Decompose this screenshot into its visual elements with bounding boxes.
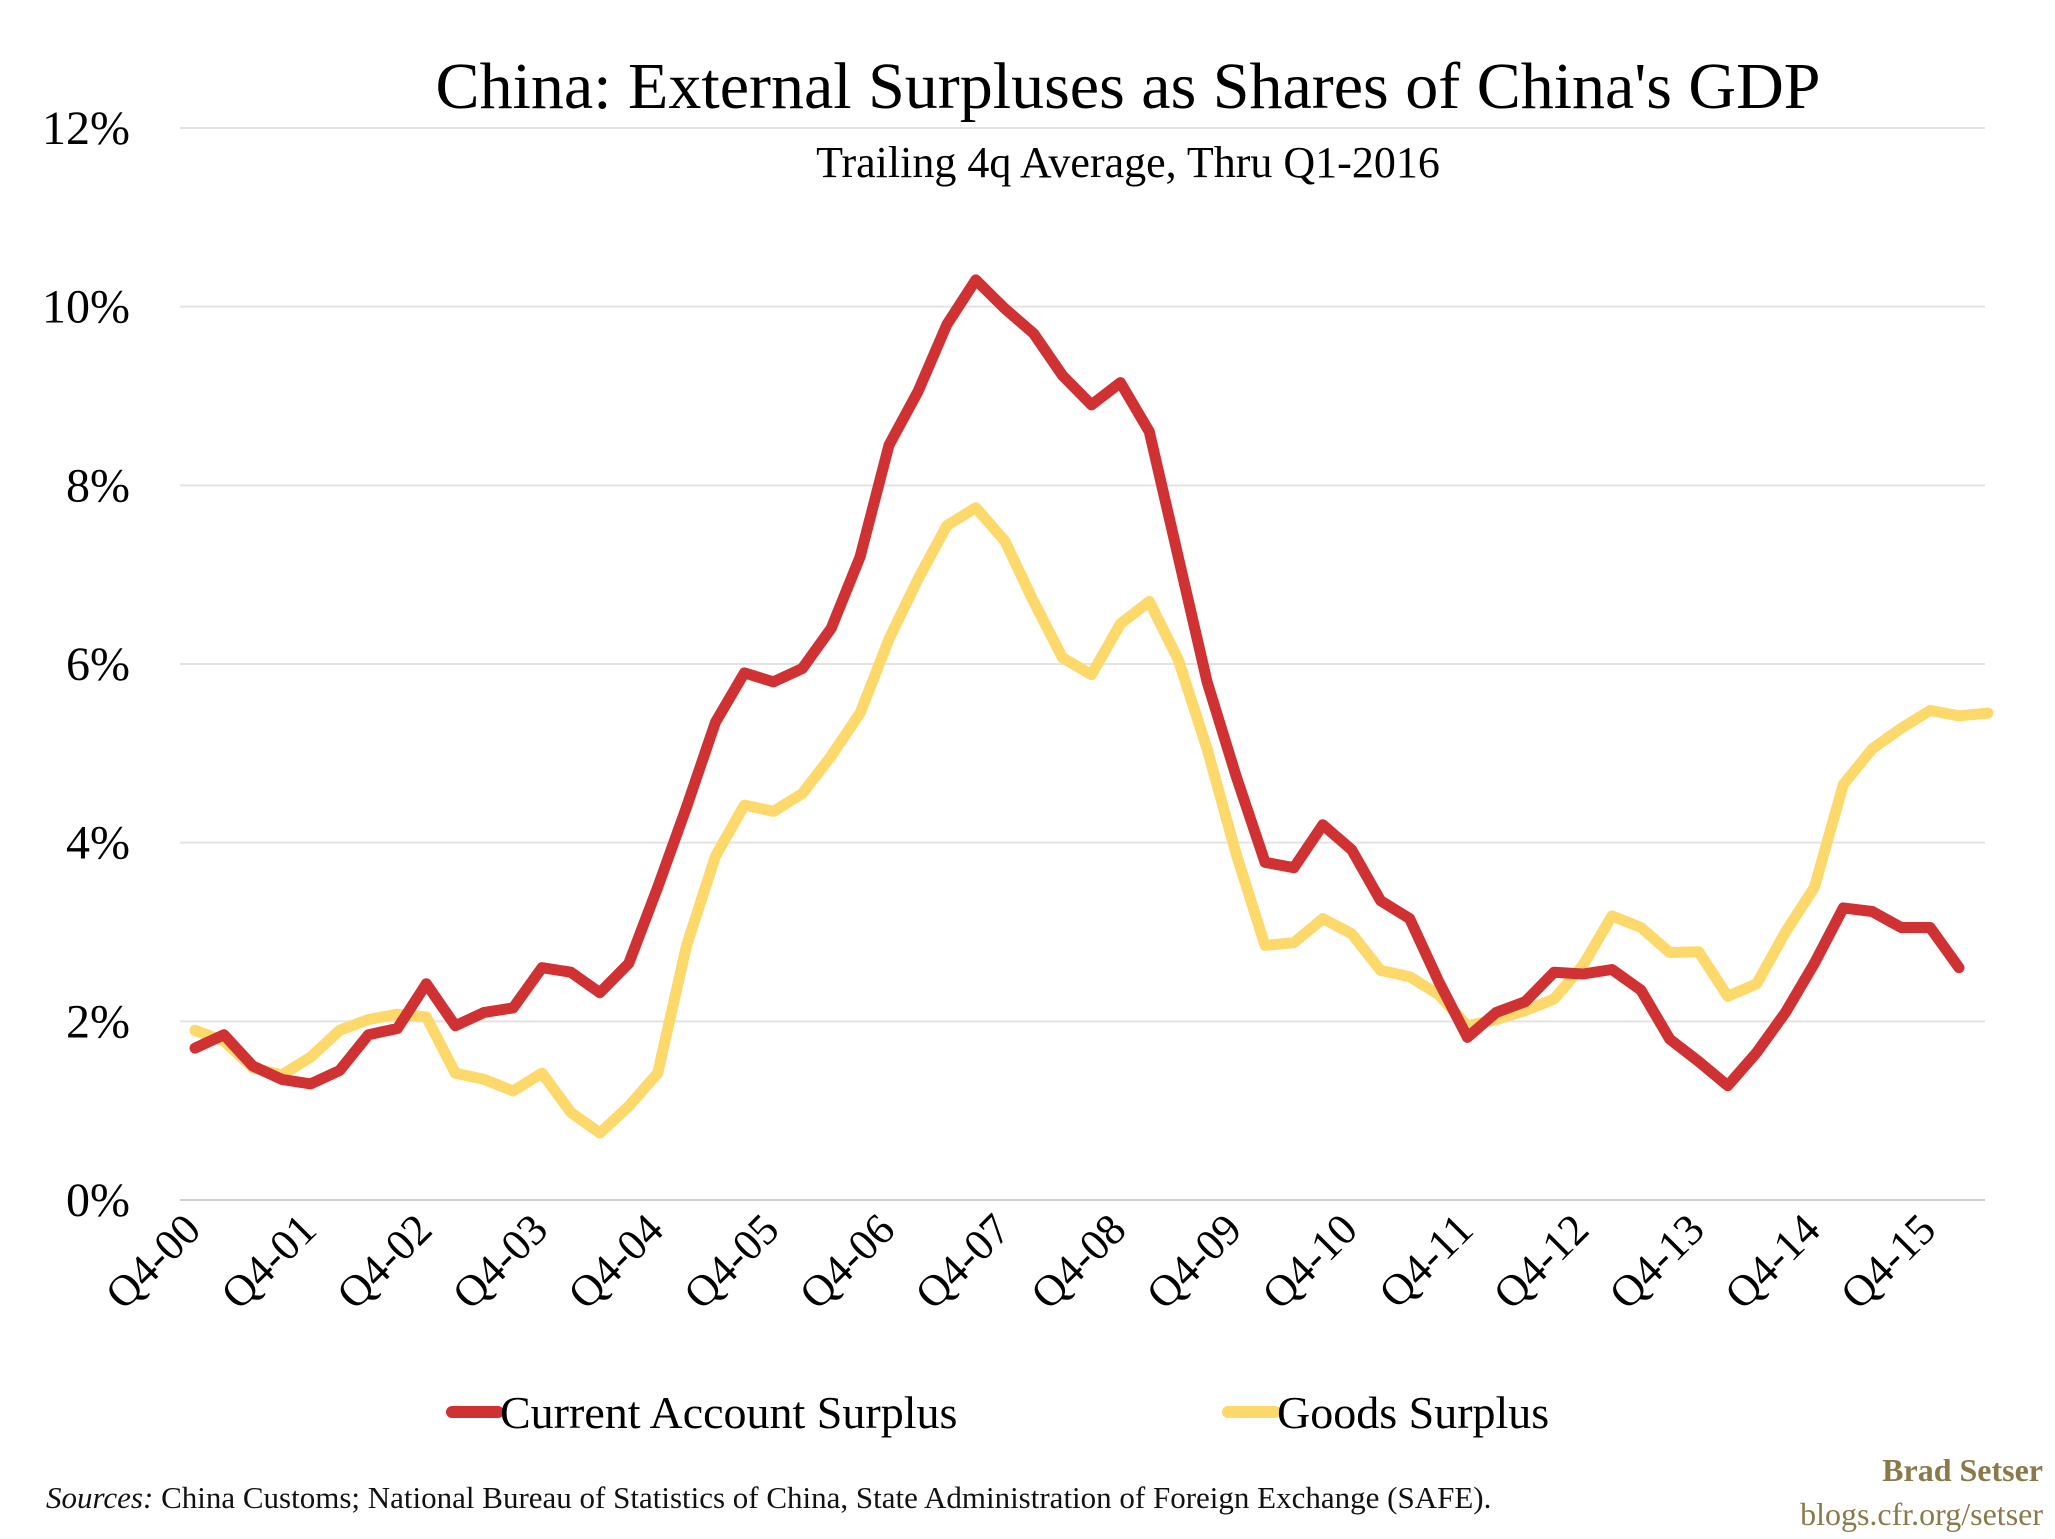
sources-label: Sources: xyxy=(46,1480,154,1515)
chart-title: China: External Surpluses as Shares of C… xyxy=(436,50,1821,123)
series-line-goods xyxy=(189,502,1994,1139)
y-tick-label: 12% xyxy=(42,102,130,155)
x-tick-label: Q4-08 xyxy=(1021,1204,1135,1318)
legend: Current Account Surplus Goods Surplus xyxy=(446,1387,1549,1438)
author-url: blogs.cfr.org/setser xyxy=(1800,1496,2043,1532)
x-tick-label: Q4-01 xyxy=(212,1204,326,1318)
legend-label-goods: Goods Surplus xyxy=(1277,1387,1549,1438)
sources-text: China Customs; National Bureau of Statis… xyxy=(153,1480,1492,1515)
x-tick-label: Q4-10 xyxy=(1253,1204,1367,1318)
x-tick-label: Q4-12 xyxy=(1484,1204,1598,1318)
x-axis-ticks: Q4-00 Q4-01 Q4-02 Q4-03 Q4-04 Q4-05 Q4-06 Q4-07… xyxy=(96,1204,1945,1318)
x-tick-label: Q4-04 xyxy=(559,1204,673,1318)
x-tick-label: Q4-14 xyxy=(1715,1204,1829,1318)
x-tick-label: Q4-13 xyxy=(1600,1204,1714,1318)
x-tick-label: Q4-11 xyxy=(1369,1204,1482,1317)
series-lines xyxy=(189,274,1994,1139)
author-credit: Brad Setser blogs.cfr.org/setser xyxy=(1800,1448,2043,1536)
sources-note: Sources: China Customs; National Bureau … xyxy=(46,1480,1491,1516)
y-tick-label: 10% xyxy=(42,281,130,334)
x-tick-label: Q4-07 xyxy=(906,1204,1020,1318)
series-line-current-account xyxy=(189,274,1965,1092)
y-tick-label: 0% xyxy=(66,1174,130,1227)
x-tick-label: Q4-05 xyxy=(674,1204,788,1318)
x-tick-label: Q4-03 xyxy=(443,1204,557,1318)
legend-label-current-account: Current Account Surplus xyxy=(500,1387,957,1438)
x-tick-label: Q4-15 xyxy=(1831,1204,1945,1318)
y-tick-label: 4% xyxy=(66,817,130,870)
gridlines xyxy=(180,127,1985,1201)
x-tick-label: Q4-02 xyxy=(327,1204,441,1318)
y-tick-label: 8% xyxy=(66,459,130,512)
y-tick-label: 6% xyxy=(66,638,130,691)
chart-subtitle: Trailing 4q Average, Thru Q1-2016 xyxy=(816,138,1440,187)
x-tick-label: Q4-06 xyxy=(790,1204,904,1318)
author-name: Brad Setser xyxy=(1882,1452,2043,1488)
y-tick-label: 2% xyxy=(66,995,130,1048)
x-tick-label: Q4-09 xyxy=(1137,1204,1251,1318)
y-axis-ticks: 0% 2% 4% 6% 8% 10% 12% xyxy=(42,102,130,1227)
